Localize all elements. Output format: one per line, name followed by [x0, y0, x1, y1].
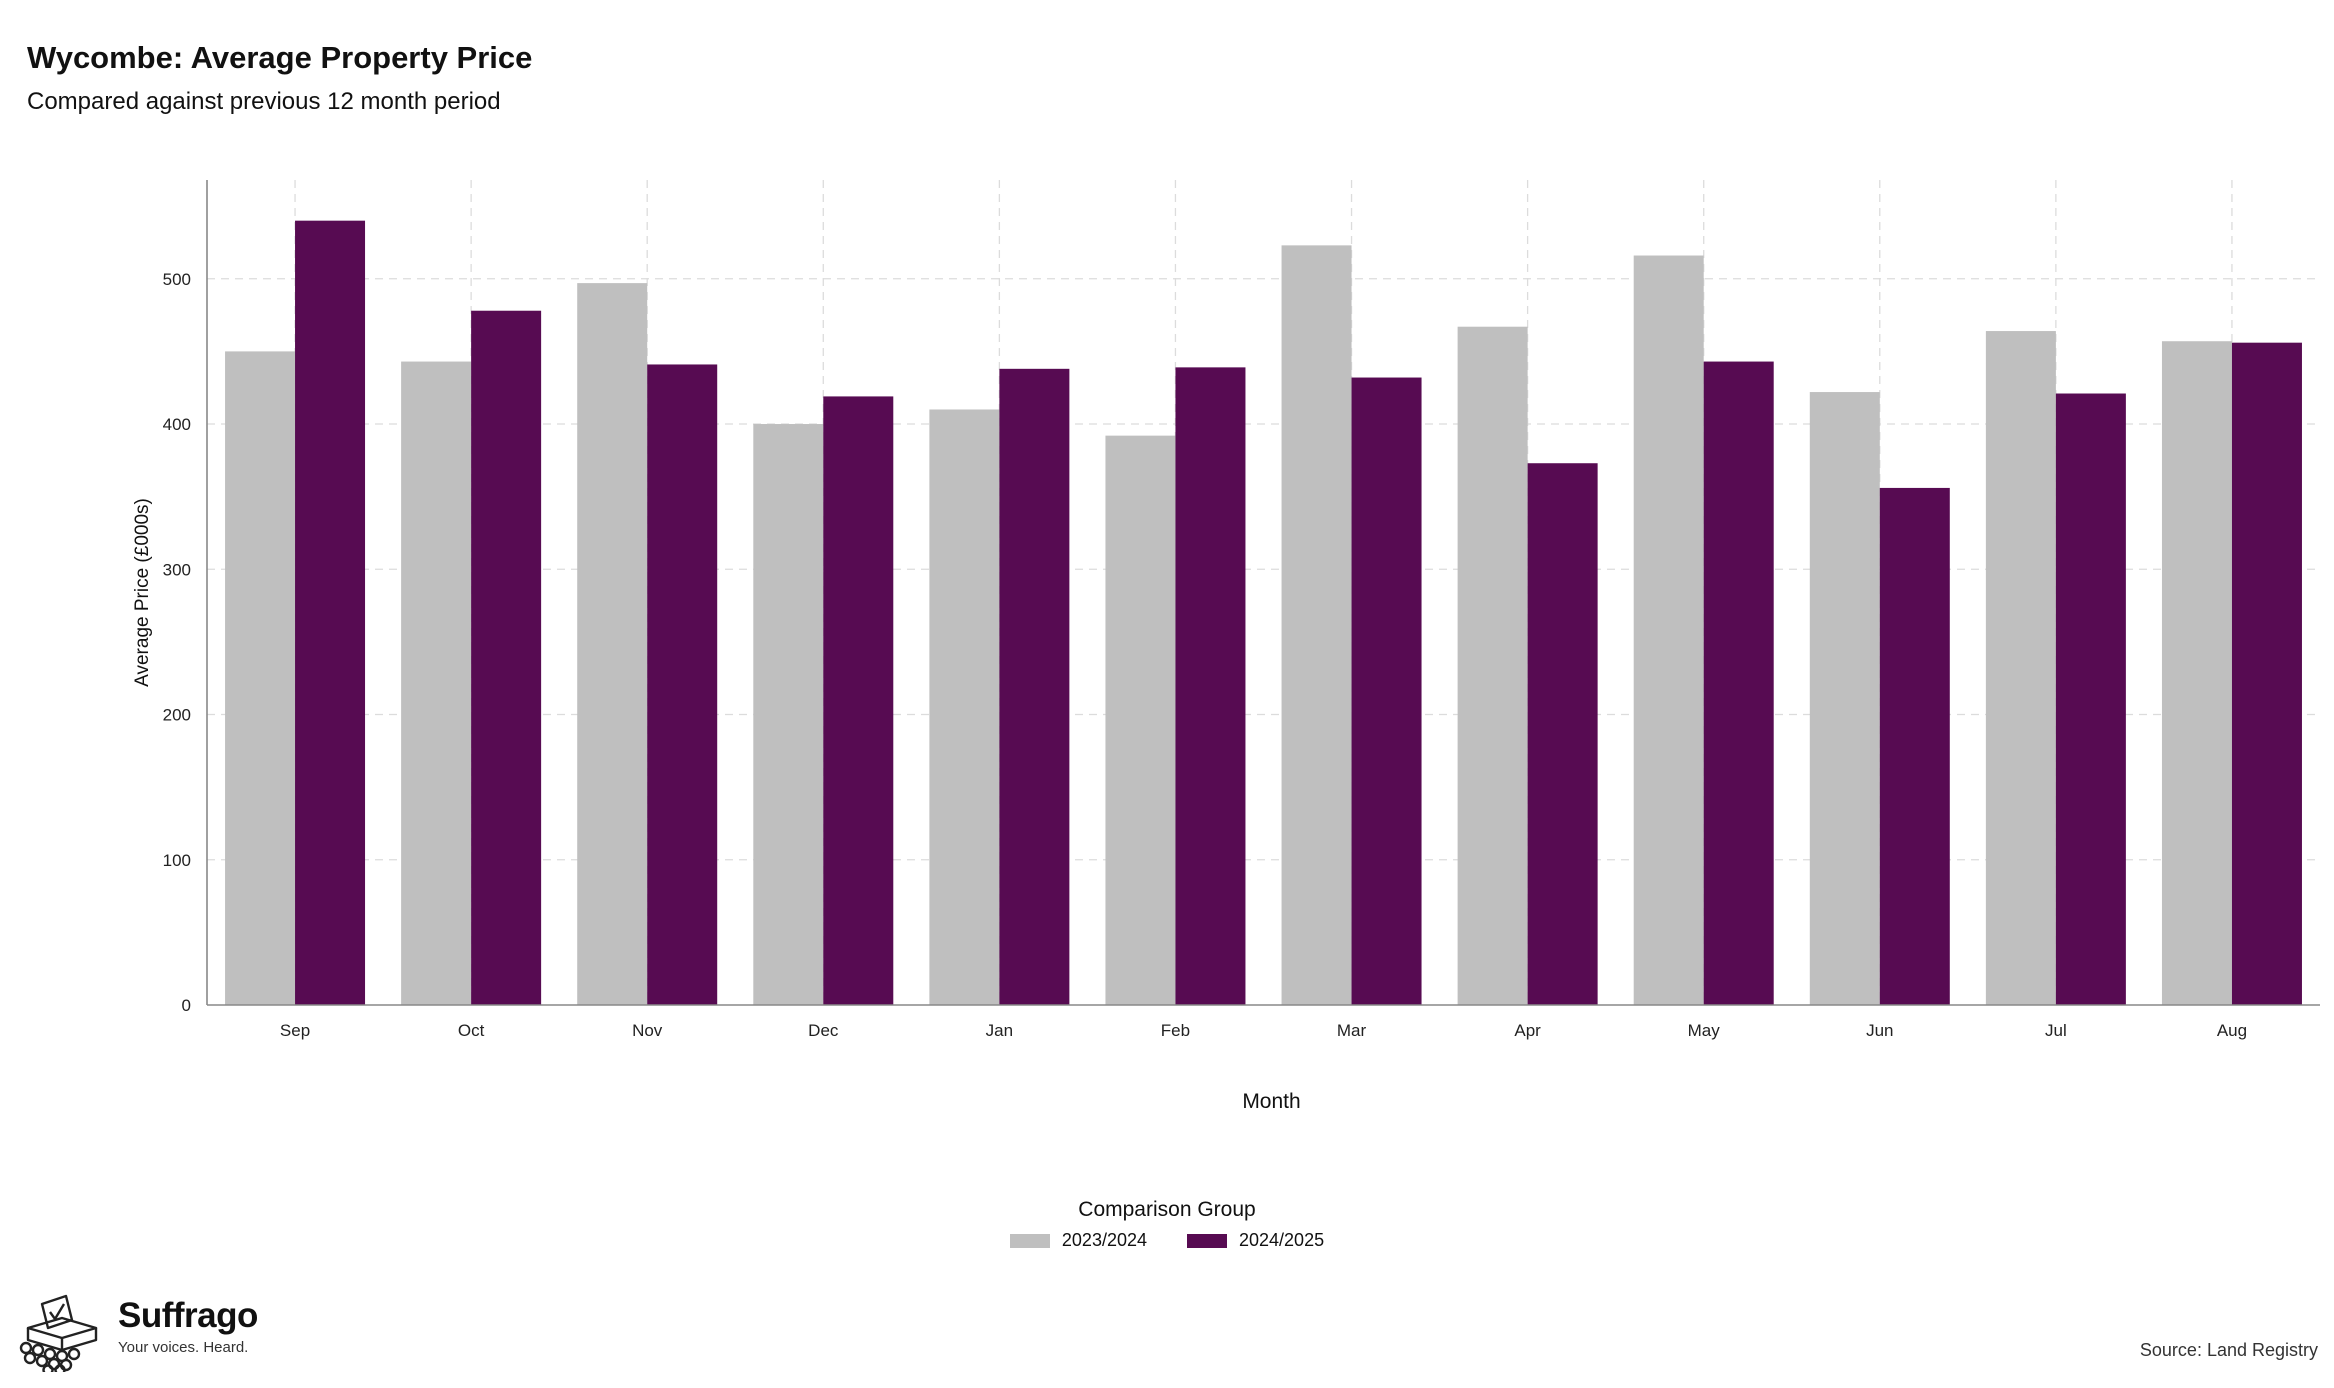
- x-tick-label-feb: Feb: [1161, 1021, 1190, 1040]
- bar-2024-2025-jul: [2055, 393, 2126, 1005]
- bar-2024-2025-jun: [1879, 487, 1950, 1005]
- legend-item-2023-2024: 2023/2024: [1009, 1230, 1147, 1251]
- bar-2024-2025-mar: [1351, 377, 1422, 1005]
- bar-2023-2024-nov: [577, 283, 648, 1005]
- bar-chart: 0 100 200 300 400 500 Sep Oct Nov Dec Jan Feb Mar Apr…: [132, 180, 2320, 1113]
- y-tick-label-200: 200: [163, 706, 191, 725]
- bar-2023-2024-dec: [753, 424, 824, 1005]
- x-tick-label-aug: Aug: [2217, 1021, 2247, 1040]
- x-tick-label-sep: Sep: [280, 1021, 310, 1040]
- x-tick-label-jun: Jun: [1866, 1021, 1893, 1040]
- bar-2023-2024-may: [1633, 255, 1704, 1005]
- x-tick-label-may: May: [1688, 1021, 1721, 1040]
- legend: Comparison Group 2023/2024 2024/2025: [0, 1198, 2334, 1251]
- legend-swatch-2024-2025: [1187, 1233, 1227, 1248]
- legend-item-2024-2025: 2024/2025: [1187, 1230, 1324, 1251]
- bar-2024-2025-sep: [295, 220, 366, 1006]
- y-tick-label-400: 400: [163, 415, 191, 434]
- ballot-box-icon: [19, 1294, 98, 1372]
- bar-2023-2024-mar: [1281, 245, 1352, 1006]
- bar-2023-2024-jun: [1809, 392, 1880, 1006]
- bar-2024-2025-nov: [647, 364, 718, 1006]
- x-tick-label-oct: Oct: [458, 1021, 485, 1040]
- chart-title: Wycombe: Average Property Price: [27, 40, 533, 75]
- source-note: Source: Land Registry: [2139, 1340, 2318, 1360]
- legend-label-2023-2024: 2023/2024: [1061, 1230, 1147, 1250]
- y-tick-label-0: 0: [182, 996, 191, 1015]
- y-tick-label-100: 100: [163, 851, 191, 870]
- y-tick-label-500: 500: [163, 270, 191, 289]
- bar-2023-2024-jan: [929, 409, 1000, 1005]
- bar-2024-2025-feb: [1175, 367, 1246, 1006]
- x-tick-label-apr: Apr: [1514, 1021, 1541, 1040]
- brand-name: Suffrago: [118, 1296, 258, 1335]
- y-axis-title: Average Price (£000s): [132, 498, 153, 687]
- brand-logo: Suffrago Your voices. Heard.: [14, 1290, 258, 1372]
- bar-2023-2024-oct: [401, 361, 472, 1005]
- brand-tagline: Your voices. Heard.: [118, 1339, 249, 1356]
- bar-2023-2024-jul: [1985, 331, 2056, 1005]
- x-tick-label-nov: Nov: [632, 1021, 663, 1040]
- legend-label-2024-2025: 2024/2025: [1239, 1230, 1325, 1250]
- bar-2023-2024-sep: [225, 351, 296, 1005]
- bar-2023-2024-aug: [2161, 341, 2232, 1005]
- bar-2024-2025-may: [1703, 361, 1774, 1005]
- bar-2023-2024-feb: [1105, 435, 1176, 1005]
- legend-title: Comparison Group: [1078, 1198, 1256, 1221]
- bar-2024-2025-dec: [823, 396, 894, 1006]
- x-tick-label-jul: Jul: [2045, 1021, 2067, 1040]
- bar-2024-2025-jan: [999, 368, 1070, 1005]
- x-axis-title: Month: [1242, 1090, 1300, 1113]
- x-tick-label-jan: Jan: [986, 1021, 1013, 1040]
- x-tick-label-dec: Dec: [808, 1021, 839, 1040]
- x-tick-label-mar: Mar: [1337, 1021, 1367, 1040]
- bar-2024-2025-oct: [471, 310, 542, 1006]
- bar-2023-2024-apr: [1457, 326, 1528, 1005]
- y-tick-label-300: 300: [163, 560, 191, 579]
- bar-2024-2025-aug: [2231, 342, 2302, 1006]
- legend-swatch-2023-2024: [1009, 1233, 1050, 1248]
- chart-subtitle: Compared against previous 12 month perio…: [27, 88, 501, 115]
- bar-2024-2025-apr: [1527, 463, 1598, 1006]
